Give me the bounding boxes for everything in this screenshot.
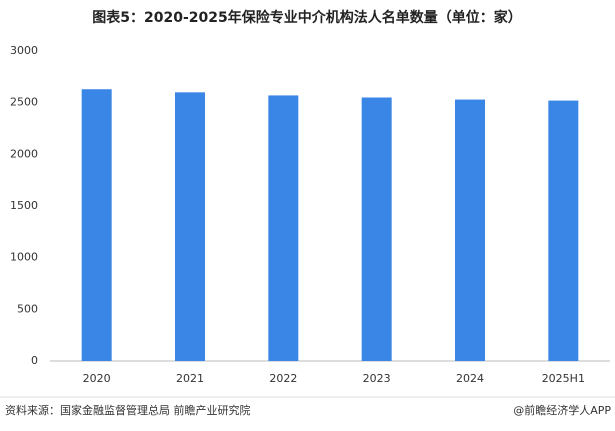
x-tick-label: 2023 [363, 372, 391, 385]
credit: @前瞻经济学人APP [513, 403, 611, 417]
y-tick-label: 2000 [10, 147, 38, 160]
bar [268, 95, 299, 361]
y-tick-label: 1000 [10, 251, 38, 264]
y-tick-label: 0 [31, 354, 38, 367]
x-tick-label: 2025H1 [542, 372, 585, 385]
x-tick-label: 2022 [269, 372, 297, 385]
bar [455, 99, 485, 362]
y-tick-label: 2500 [10, 96, 38, 109]
x-tick-label: 2021 [176, 372, 204, 385]
chart-title: 图表5：2020-2025年保险专业中介机构法人名单数量（单位：家） [92, 9, 521, 26]
bar [175, 92, 205, 361]
y-tick-label: 1500 [10, 199, 38, 212]
x-tick-label: 2020 [83, 372, 111, 385]
bar [548, 100, 579, 361]
bar [361, 97, 392, 361]
bar [81, 89, 112, 361]
x-tick-label: 2024 [456, 372, 484, 385]
y-tick-label: 500 [17, 302, 38, 315]
source: 资料来源：国家金融监督管理总局 前瞻产业研究院 [5, 403, 251, 417]
y-tick-label: 3000 [10, 44, 38, 57]
